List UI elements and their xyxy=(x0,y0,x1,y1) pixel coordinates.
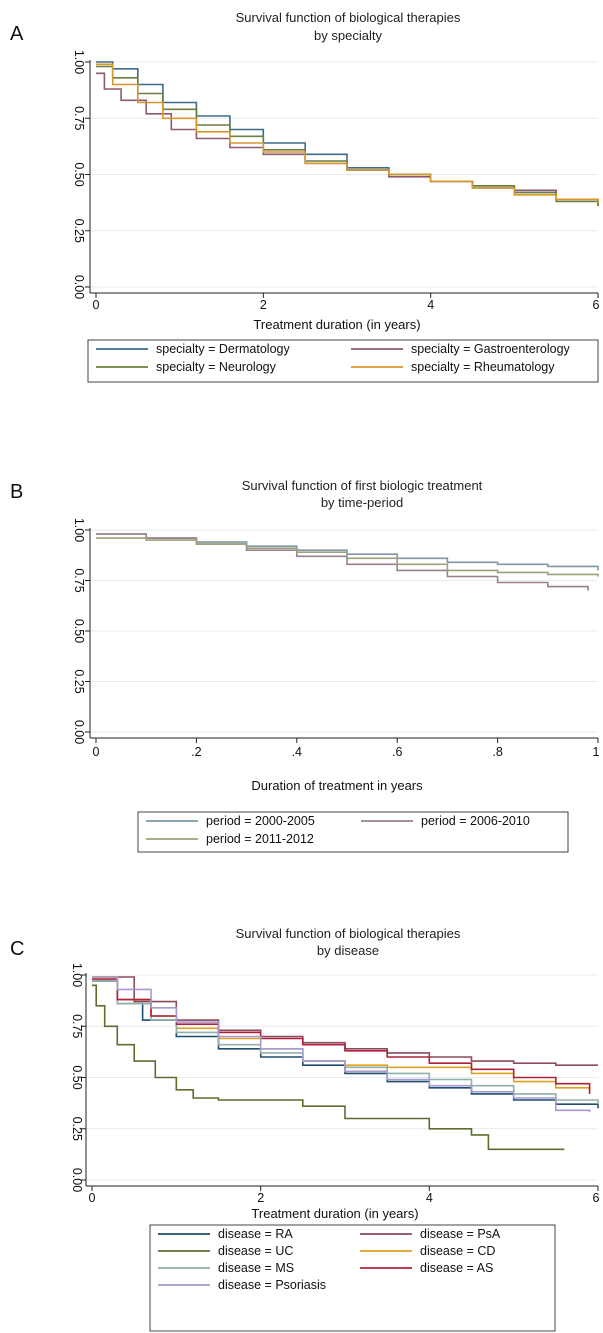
series-line-1 xyxy=(92,976,598,1066)
y-tick-label: 0.25 xyxy=(72,219,86,243)
x-axis-label: Duration of treatment in years xyxy=(251,778,423,793)
legend-entry: specialty = Dermatology xyxy=(156,342,290,356)
x-tick-label: 0 xyxy=(93,298,100,312)
y-tick-label: 0.25 xyxy=(72,669,86,693)
legend-entry: period = 2011-2012 xyxy=(206,832,314,846)
y-tick-label: 0.75 xyxy=(72,568,86,592)
series-line-5 xyxy=(92,978,591,1094)
x-tick-label: 2 xyxy=(260,298,267,312)
x-axis-label: Treatment duration (in years) xyxy=(251,1206,418,1221)
x-axis-label: Treatment duration (in years) xyxy=(253,317,420,332)
legend-entry: disease = PsA xyxy=(420,1227,501,1241)
chart-subtitle: by time-period xyxy=(321,495,403,510)
legend-entry: disease = Psoriasis xyxy=(218,1278,326,1292)
legend-entry: disease = CD xyxy=(420,1244,495,1258)
series-line-2 xyxy=(92,984,565,1151)
series-line-1 xyxy=(96,72,599,204)
chart-title: Survival function of biological therapie… xyxy=(236,10,461,25)
panel-letter: A xyxy=(10,23,24,45)
legend-entry: disease = AS xyxy=(420,1261,493,1275)
y-tick-label: 1.00 xyxy=(72,518,86,542)
series-line-3 xyxy=(92,976,591,1090)
y-tick-label: 0.25 xyxy=(70,1117,84,1141)
x-tick-label: .6 xyxy=(392,745,402,759)
panel-letter: C xyxy=(10,938,24,960)
series-line-3 xyxy=(96,63,599,204)
legend-entry: disease = RA xyxy=(218,1227,293,1241)
legend-entry: specialty = Rheumatology xyxy=(411,360,555,374)
y-tick-label: 0.50 xyxy=(72,162,86,186)
y-tick-label: 0.75 xyxy=(70,1014,84,1038)
chart-panel-b: B Survival function of first biologic tre… xyxy=(10,478,600,853)
legend-entry: period = 2000-2005 xyxy=(206,814,315,828)
legend-entry: disease = UC xyxy=(218,1244,293,1258)
chart-subtitle: by disease xyxy=(317,943,379,958)
legend-entry: specialty = Gastroenterology xyxy=(411,342,571,356)
series-line-2 xyxy=(96,65,599,206)
x-tick-label: 0 xyxy=(89,1191,96,1205)
y-tick-label: 0.50 xyxy=(72,619,86,643)
x-tick-label: 6 xyxy=(593,298,600,312)
legend-entry: disease = MS xyxy=(218,1261,294,1275)
x-tick-label: .2 xyxy=(191,745,201,759)
x-tick-label: .8 xyxy=(492,745,502,759)
series-line-2 xyxy=(96,537,599,577)
y-tick-label: 0.00 xyxy=(70,1168,84,1192)
legend-box xyxy=(137,811,569,853)
series-line-1 xyxy=(96,533,589,591)
panel-letter: B xyxy=(10,481,23,503)
chart-subtitle: by specialty xyxy=(314,28,382,43)
x-tick-label: 4 xyxy=(427,298,434,312)
chart-title: Survival function of biological therapie… xyxy=(236,926,461,941)
y-tick-label: 1.00 xyxy=(70,963,84,987)
y-tick-label: 0.50 xyxy=(70,1065,84,1089)
y-tick-label: 1.00 xyxy=(72,50,86,74)
y-tick-label: 0.00 xyxy=(72,275,86,299)
legend-entry: specialty = Neurology xyxy=(156,360,277,374)
x-tick-label: 2 xyxy=(257,1191,264,1205)
legend-entry: period = 2006-2010 xyxy=(421,814,530,828)
x-tick-label: .4 xyxy=(292,745,302,759)
series-line-6 xyxy=(92,976,591,1113)
chart-panel-a: A Survival function of biological therapi… xyxy=(10,10,600,383)
chart-panel-c: C Survival function of biological therapi… xyxy=(10,926,600,1332)
x-tick-label: 0 xyxy=(93,745,100,759)
x-tick-label: 4 xyxy=(426,1191,433,1205)
x-tick-label: 6 xyxy=(593,1191,600,1205)
series-line-0 xyxy=(96,61,599,206)
chart-title: Survival function of first biologic trea… xyxy=(242,478,483,493)
y-tick-label: 0.75 xyxy=(72,106,86,130)
legend-box xyxy=(87,339,599,383)
y-tick-label: 0.00 xyxy=(72,720,86,744)
legend-box xyxy=(149,1224,556,1332)
x-tick-label: 1 xyxy=(593,745,600,759)
